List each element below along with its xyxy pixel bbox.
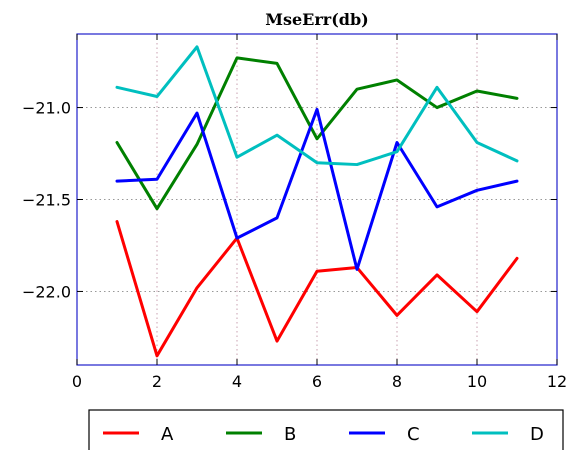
x-tick-label: 2 xyxy=(152,372,162,391)
x-tick-label: 0 xyxy=(72,372,82,391)
axis-ticks: 0 2 4 6 8 10 12 −22.0 −21.5 −21.0 xyxy=(22,34,567,391)
x-tick-label: 8 xyxy=(392,372,402,391)
legend-label-b: B xyxy=(284,424,296,445)
y-tick-label: −22.0 xyxy=(22,282,71,301)
y-tick-label: −21.0 xyxy=(22,99,71,118)
legend-label-c: C xyxy=(407,424,420,445)
x-tick-label: 4 xyxy=(232,372,242,391)
grid xyxy=(77,34,557,365)
series-line-c xyxy=(115,107,519,271)
legend-label-d: D xyxy=(530,424,544,445)
series-line-d xyxy=(115,45,519,167)
series-lines xyxy=(115,45,519,358)
x-tick-label: 6 xyxy=(312,372,322,391)
legend-label-a: A xyxy=(161,424,174,445)
legend: A B C D xyxy=(88,409,564,450)
chart-title: MseErr(db) xyxy=(265,10,368,29)
x-tick-label: 10 xyxy=(467,372,487,391)
x-tick-label: 12 xyxy=(547,372,567,391)
series-line-b xyxy=(115,56,519,211)
series-line-a xyxy=(115,220,519,358)
y-tick-label: −21.5 xyxy=(22,191,71,210)
legend-box xyxy=(88,409,564,450)
